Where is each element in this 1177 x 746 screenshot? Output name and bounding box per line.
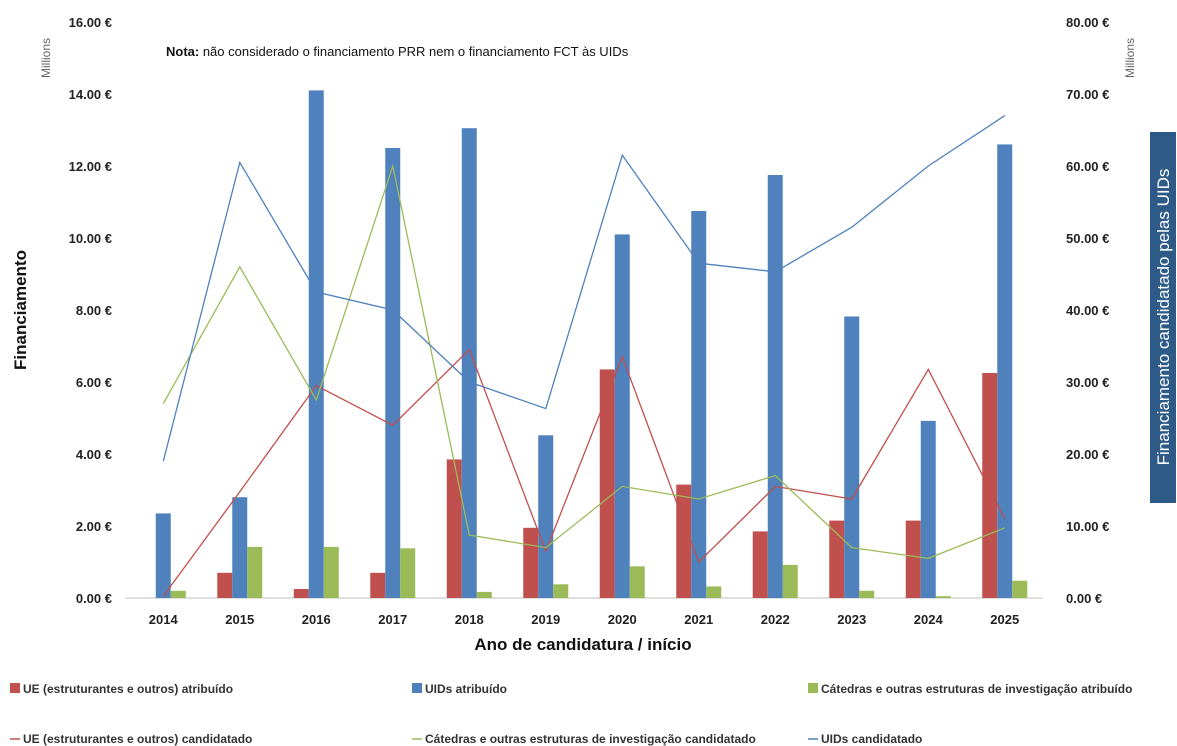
bar <box>553 584 569 598</box>
bar <box>155 513 171 598</box>
x-axis-title: Ano de candidatura / início <box>474 635 691 654</box>
bar <box>752 531 768 598</box>
x-tick-label: 2019 <box>531 612 560 627</box>
x-tick-label: 2021 <box>684 612 713 627</box>
bar <box>385 148 401 598</box>
x-tick-label: 2016 <box>302 612 331 627</box>
legend-label: Cátedras e outras estruturas de investig… <box>821 682 1132 696</box>
bar <box>370 572 386 598</box>
y2-tick-label: 80.00 € <box>1066 15 1109 30</box>
bar <box>935 596 951 598</box>
x-tick-label: 2020 <box>608 612 637 627</box>
y2-axis-title: Financiamento candidatado pelas UIDs <box>1154 169 1173 466</box>
y-tick-label: 8.00 € <box>76 303 112 318</box>
y2-tick-label: 30.00 € <box>1066 375 1109 390</box>
bar <box>247 546 263 598</box>
y-tick-label: 6.00 € <box>76 375 112 390</box>
y-tick-label: 12.00 € <box>69 159 112 174</box>
bar <box>997 144 1013 598</box>
bar <box>232 497 248 598</box>
bar <box>446 459 462 598</box>
bar <box>767 175 783 598</box>
y2-tick-label: 20.00 € <box>1066 447 1109 462</box>
bar <box>523 527 539 598</box>
bar <box>323 546 339 598</box>
legend-label: UIDs atribuído <box>425 682 507 696</box>
bar <box>676 484 692 598</box>
bar <box>859 590 875 598</box>
y2-tick-label: 10.00 € <box>1066 519 1109 534</box>
x-tick-label: 2017 <box>378 612 407 627</box>
y2-tick-label: 70.00 € <box>1066 87 1109 102</box>
y2-axis-unit: Millions <box>1123 38 1137 78</box>
legend: UE (estruturantes e outros) atribuído UID… <box>10 682 1132 746</box>
bar <box>599 369 615 598</box>
x-tick-label: 2023 <box>837 612 866 627</box>
legend-swatch <box>10 683 20 693</box>
bar <box>844 316 860 598</box>
y-tick-label: 2.00 € <box>76 519 112 534</box>
y-axis-unit: Millions <box>39 38 53 78</box>
legend-swatch <box>412 683 422 693</box>
y-tick-label: 0.00 € <box>76 591 112 606</box>
y2-axis-title-box <box>1150 132 1176 503</box>
bar <box>691 211 707 598</box>
series-line <box>162 163 1006 560</box>
x-tick-label: 2018 <box>455 612 484 627</box>
bar <box>217 572 233 598</box>
note-text: não considerado o financiamento PRR nem … <box>199 44 628 59</box>
y-tick-label: 16.00 € <box>69 15 112 30</box>
bar <box>400 548 416 598</box>
x-tick-label: 2015 <box>225 612 254 627</box>
bar <box>920 420 936 598</box>
chart-note: Nota: não considerado o financiamento PR… <box>166 44 629 59</box>
legend-label: UE (estruturantes e outros) candidatado <box>23 732 252 746</box>
y-tick-label: 10.00 € <box>69 231 112 246</box>
bar <box>1012 580 1028 598</box>
bar <box>829 520 845 598</box>
series-line <box>162 115 1006 462</box>
y2-tick-label: 50.00 € <box>1066 231 1109 246</box>
y2-axis-ticks: 0.00 € 10.00 € 20.00 € 30.00 € 40.00 € 50.00 … <box>1066 15 1109 606</box>
y-tick-label: 4.00 € <box>76 447 112 462</box>
bar <box>476 591 492 598</box>
legend-swatch <box>808 683 818 693</box>
note-label: Nota: <box>166 44 199 59</box>
legend-label: UIDs candidatado <box>821 732 922 746</box>
bar <box>982 373 998 598</box>
bar <box>170 590 186 598</box>
x-axis-ticks: 2014 2015 2016 2017 2018 2019 2020 2021 2022 2023… <box>149 612 1019 627</box>
y2-tick-label: 0.00 € <box>1066 591 1102 606</box>
bar <box>706 586 722 598</box>
bar-series-group <box>155 90 1028 599</box>
bar <box>308 90 324 599</box>
y2-tick-label: 60.00 € <box>1066 159 1109 174</box>
y2-tick-label: 40.00 € <box>1066 303 1109 318</box>
bar <box>614 234 630 598</box>
bar <box>461 128 477 598</box>
x-tick-label: 2014 <box>149 612 179 627</box>
series-line <box>162 348 1006 597</box>
bar <box>538 435 554 598</box>
line-series-group <box>162 115 1006 597</box>
y-axis-ticks: 0.00 € 2.00 € 4.00 € 6.00 € 8.00 € 10.00 € 12.… <box>69 15 112 606</box>
legend-label: UE (estruturantes e outros) atribuído <box>23 682 233 696</box>
bar <box>629 566 645 598</box>
bar <box>782 564 798 598</box>
bar <box>905 520 921 598</box>
x-tick-label: 2024 <box>914 612 944 627</box>
y-tick-label: 14.00 € <box>69 87 112 102</box>
x-tick-label: 2025 <box>990 612 1019 627</box>
x-tick-label: 2022 <box>761 612 790 627</box>
y-axis-title: Financiamento <box>11 250 30 370</box>
legend-label: Cátedras e outras estruturas de investig… <box>425 732 756 746</box>
bar <box>293 589 309 598</box>
